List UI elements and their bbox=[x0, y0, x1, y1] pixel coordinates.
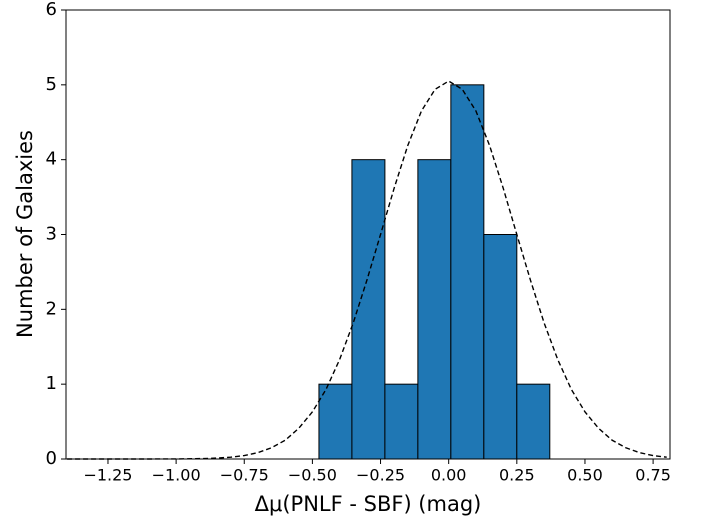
bar bbox=[417, 159, 452, 460]
bar bbox=[516, 383, 551, 460]
x-tick-label: −1.00 bbox=[152, 466, 201, 485]
y-tick-label: 0 bbox=[46, 448, 57, 469]
bar bbox=[450, 84, 485, 460]
y-tick-label: 4 bbox=[46, 149, 57, 170]
x-tick-label: −0.50 bbox=[288, 466, 337, 485]
fit-curve bbox=[67, 80, 667, 460]
bar bbox=[318, 383, 353, 460]
y-tick-label: 2 bbox=[46, 298, 57, 319]
y-tick-label: 6 bbox=[46, 0, 57, 20]
x-tick-label: −1.25 bbox=[83, 466, 132, 485]
x-tick-label: −0.25 bbox=[356, 466, 405, 485]
y-axis-label: Number of Galaxies bbox=[13, 130, 37, 338]
x-axis-label: Δμ(PNLF - SBF) (mag) bbox=[255, 492, 482, 516]
x-tick-label: −0.75 bbox=[220, 466, 269, 485]
x-tick-label: 0.00 bbox=[431, 466, 467, 485]
x-tick-label: 0.75 bbox=[635, 466, 671, 485]
x-tick-label: 0.50 bbox=[567, 466, 603, 485]
y-tick-label: 1 bbox=[46, 373, 57, 394]
bar bbox=[351, 159, 386, 460]
bar bbox=[483, 234, 518, 460]
x-tick-label: 0.25 bbox=[499, 466, 535, 485]
y-tick-label: 3 bbox=[46, 224, 57, 245]
bar bbox=[384, 383, 419, 460]
y-tick-label: 5 bbox=[46, 74, 57, 95]
